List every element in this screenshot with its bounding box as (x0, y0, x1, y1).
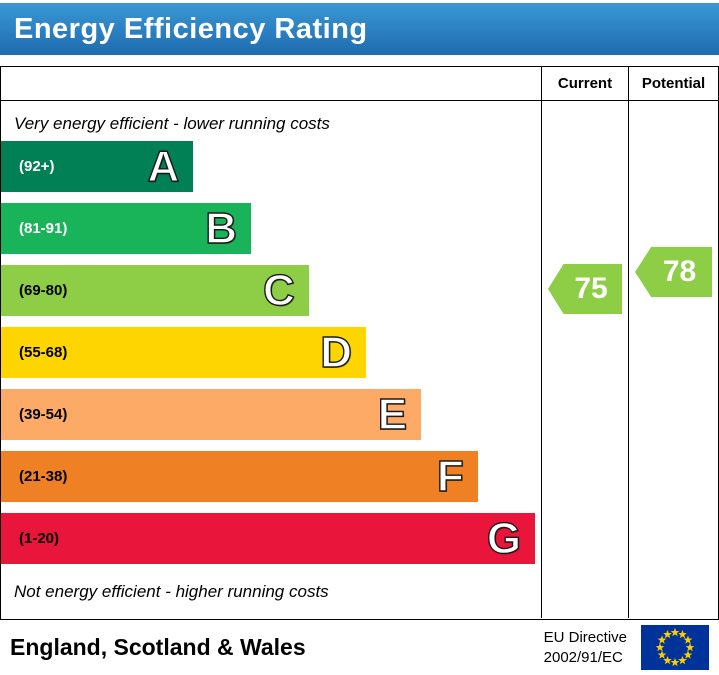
band-range-label: (69-80) (19, 282, 68, 299)
potential-column: 78 (628, 101, 718, 618)
band-letter: D (320, 327, 353, 377)
band-range-label: (1-20) (19, 530, 60, 547)
footer: England, Scotland & Wales EU Directive 2… (0, 620, 719, 675)
band-row: (69-80) C (1, 265, 541, 316)
band-letter: A (147, 141, 180, 191)
band-range-label: (39-54) (19, 406, 68, 423)
region-label: England, Scotland & Wales (10, 634, 306, 660)
band-bar: (69-80) C (1, 265, 309, 316)
top-note: Very energy efficient - lower running co… (14, 114, 330, 133)
current-column: 75 (541, 101, 628, 618)
band-bar: (21-38) F (1, 451, 478, 502)
band-bar: (1-20) G (1, 513, 536, 564)
band-letter: E (377, 389, 408, 439)
band-row: (55-68) D (1, 327, 541, 378)
current-rating-arrow: 75 (548, 264, 622, 314)
band-range-label: (81-91) (19, 220, 68, 237)
eu-directive-label: EU Directive 2002/91/EC (544, 628, 641, 667)
bands-column: Very energy efficient - lower running co… (1, 101, 541, 618)
eu-directive-line1: EU Directive (543, 629, 627, 646)
rating-chart: Current Potential Very energy efficient … (0, 66, 719, 620)
band-letter: C (262, 265, 295, 315)
potential-rating-arrow: 78 (635, 247, 712, 297)
band-bar: (92+) A (1, 141, 194, 192)
chart-body: Very energy efficient - lower running co… (1, 101, 718, 618)
potential-column-header: Potential (628, 67, 718, 100)
band-letter: F (436, 451, 464, 501)
band-range-label: (55-68) (19, 344, 68, 361)
band-row: (21-38) F (1, 451, 541, 502)
band-bar: (39-54) E (1, 389, 422, 440)
potential-rating-value: 78 (662, 255, 697, 288)
band-bar: (55-68) D (1, 327, 367, 378)
current-rating-value: 75 (574, 272, 608, 305)
band-row: (1-20) G (1, 513, 541, 564)
page-title: Energy Efficiency Rating (14, 12, 368, 45)
chart-header-spacer (1, 67, 541, 100)
eu-directive-line2: 2002/91/EC (543, 648, 623, 666)
band-range-label: (21-38) (19, 468, 68, 485)
bands: (92+) A (81-91) B (69-80) C (55-68) D (3… (1, 141, 541, 564)
current-column-header: Current (541, 67, 628, 100)
eu-flag-stars (655, 627, 695, 667)
band-range-label: (92+) (19, 158, 55, 175)
band-letter: G (486, 513, 522, 563)
band-letter: B (205, 203, 238, 253)
eu-flag-icon (641, 625, 709, 670)
band-row: (92+) A (1, 141, 541, 192)
chart-header-row: Current Potential (1, 67, 718, 101)
band-row: (39-54) E (1, 389, 541, 440)
band-bar: (81-91) B (1, 203, 252, 254)
band-row: (81-91) B (1, 203, 541, 254)
bottom-note: Not energy efficient - higher running co… (14, 582, 329, 601)
title-banner: Energy Efficiency Rating (0, 3, 719, 55)
